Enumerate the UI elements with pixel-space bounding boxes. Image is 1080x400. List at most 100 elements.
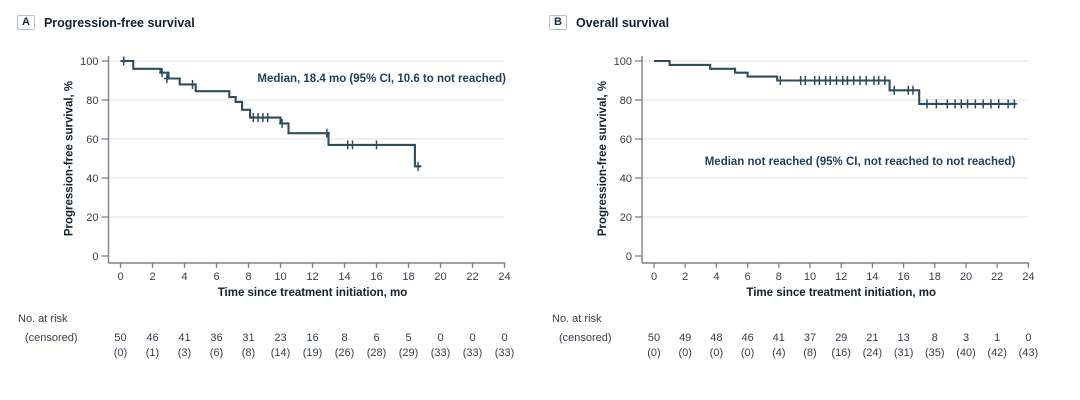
at-risk-count: 49 [679, 332, 691, 344]
at-risk-censored-count: (28) [367, 347, 387, 359]
at-risk-count: 23 [274, 332, 286, 344]
at-risk-censored-count: (0) [647, 347, 660, 359]
at-risk-censored-label: (censored) [25, 332, 78, 344]
panel-overall-survival: B Overall survival [540, 0, 1080, 400]
y-tick-label: 40 [86, 173, 98, 185]
at-risk-censored-count: (6) [210, 347, 223, 359]
at-risk-count: 37 [804, 332, 816, 344]
y-tick-label: 60 [620, 134, 632, 146]
y-tick-label: 100 [614, 56, 632, 68]
at-risk-censored-count: (0) [114, 347, 127, 359]
at-risk-count: 0 [501, 332, 507, 344]
x-tick-label: 6 [213, 271, 219, 283]
at-risk-count: 0 [437, 332, 443, 344]
at-risk-count: 36 [210, 332, 222, 344]
panel-b-title: Overall survival [575, 15, 670, 30]
at-risk-censored-count: (0) [678, 347, 691, 359]
at-risk-count: 8 [341, 332, 347, 344]
x-tick-label: 6 [745, 271, 751, 283]
at-risk-censored-count: (43) [1019, 347, 1039, 359]
x-tick-label: 12 [306, 271, 318, 283]
at-risk-count: 31 [242, 332, 254, 344]
at-risk-count: 0 [469, 332, 475, 344]
x-tick-label: 8 [245, 271, 251, 283]
at-risk-censored-count: (0) [741, 347, 754, 359]
at-risk-count: 41 [773, 332, 785, 344]
at-risk-censored-count: (24) [863, 347, 883, 359]
at-risk-count: 8 [932, 332, 938, 344]
panel-a-letter-badge: A [17, 15, 35, 30]
x-tick-label: 0 [651, 271, 657, 283]
y-tick-label: 100 [80, 56, 98, 68]
at-risk-count: 1 [994, 332, 1000, 344]
y-axis-title: Progression-free survival, % [597, 81, 609, 236]
at-risk-count: 29 [835, 332, 847, 344]
at-risk-count: 41 [178, 332, 190, 344]
at-risk-count: 3 [963, 332, 969, 344]
x-tick-label: 24 [1022, 271, 1034, 283]
x-tick-label: 10 [274, 271, 286, 283]
at-risk-censored-label: (censored) [559, 332, 612, 344]
x-tick-label: 24 [498, 271, 510, 283]
at-risk-censored-count: (19) [303, 347, 323, 359]
at-risk-censored-count: (31) [894, 347, 914, 359]
at-risk-censored-count: (40) [956, 347, 976, 359]
at-risk-censored-count: (26) [335, 347, 355, 359]
at-risk-censored-count: (33) [431, 347, 451, 359]
x-tick-label: 22 [466, 271, 478, 283]
at-risk-label: No. at risk [18, 313, 68, 325]
x-tick-label: 2 [149, 271, 155, 283]
at-risk-count: 50 [648, 332, 660, 344]
at-risk-count: 6 [373, 332, 379, 344]
y-tick-label: 60 [86, 134, 98, 146]
at-risk-censored-count: (42) [987, 347, 1007, 359]
x-tick-label: 20 [434, 271, 446, 283]
y-tick-label: 40 [620, 173, 632, 185]
at-risk-label: No. at risk [552, 313, 602, 325]
at-risk-censored-count: (29) [399, 347, 419, 359]
at-risk-censored-count: (0) [710, 347, 723, 359]
at-risk-censored-count: (8) [803, 347, 816, 359]
at-risk-censored-count: (33) [495, 347, 515, 359]
panel-progression-free-survival: A Progression-free survival [17, 15, 195, 30]
x-tick-label: 0 [117, 271, 123, 283]
panel-a-title: Progression-free survival [43, 15, 195, 30]
y-tick-label: 20 [620, 212, 632, 224]
at-risk-count: 48 [710, 332, 722, 344]
at-risk-censored-count: (33) [463, 347, 483, 359]
at-risk-count: 5 [405, 332, 411, 344]
at-risk-count: 21 [866, 332, 878, 344]
x-tick-label: 18 [402, 271, 414, 283]
y-tick-label: 80 [86, 95, 98, 107]
at-risk-count: 46 [146, 332, 158, 344]
at-risk-censored-count: (35) [925, 347, 945, 359]
x-axis-title: Time since treatment initiation, mo [218, 287, 408, 299]
panel-b-header: B Overall survival [549, 15, 669, 30]
x-tick-label: 10 [804, 271, 816, 283]
at-risk-censored-count: (4) [772, 347, 785, 359]
x-tick-label: 4 [181, 271, 187, 283]
x-tick-label: 18 [929, 271, 941, 283]
x-tick-label: 4 [713, 271, 719, 283]
y-tick-label: 0 [626, 251, 632, 263]
median-annotation: Median not reached (95% CI, not reached … [705, 156, 1016, 168]
x-tick-label: 22 [991, 271, 1003, 283]
at-risk-censored-count: (3) [178, 347, 191, 359]
panel-b-letter-badge: B [549, 15, 567, 30]
at-risk-count: 50 [114, 332, 126, 344]
panel-a-header: A Progression-free survival [17, 15, 195, 30]
y-axis-title: Progression-free survival, % [64, 81, 76, 236]
at-risk-censored-count: (14) [271, 347, 291, 359]
x-tick-label: 16 [370, 271, 382, 283]
x-tick-label: 14 [866, 271, 878, 283]
at-risk-censored-count: (16) [831, 347, 851, 359]
x-tick-label: 14 [338, 271, 350, 283]
km-curve [654, 59, 1016, 105]
x-tick-label: 8 [776, 271, 782, 283]
x-tick-label: 2 [682, 271, 688, 283]
x-tick-label: 20 [960, 271, 972, 283]
median-annotation: Median, 18.4 mo (95% CI, 10.6 to not rea… [257, 73, 506, 85]
at-risk-count: 0 [1025, 332, 1031, 344]
